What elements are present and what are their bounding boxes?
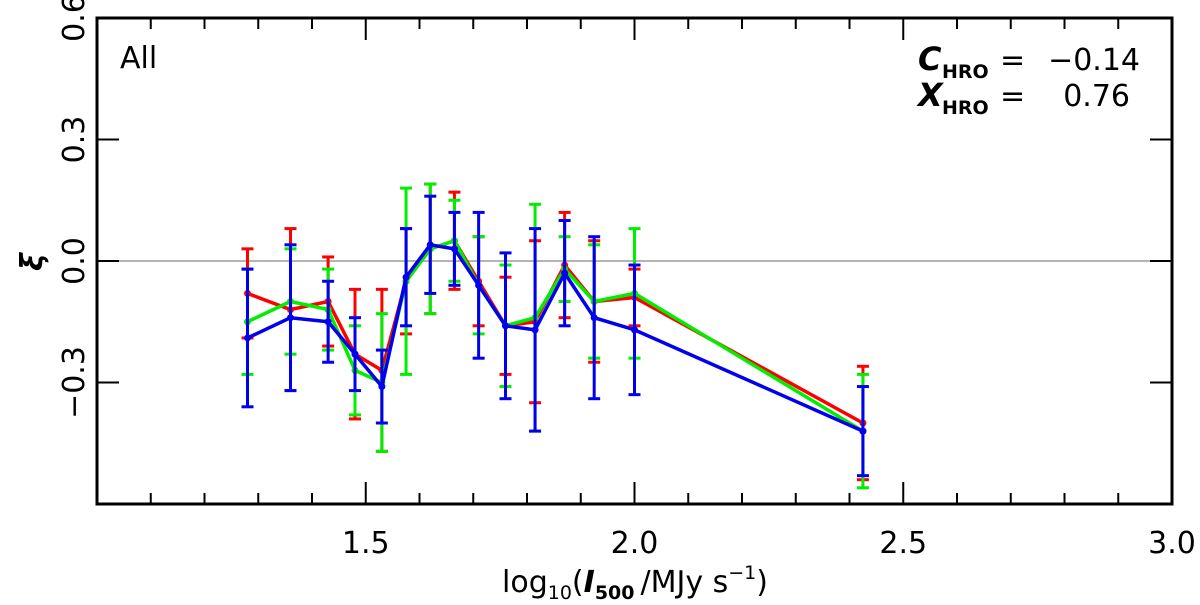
annotation-c-eq: = (1000, 43, 1025, 78)
annotation-x-sub: HRO (942, 97, 989, 119)
data-point (859, 427, 867, 435)
tick-labels: 1.5 2.0 2.5 3.0 0.6 0.3 0.0 −0.3 (57, 0, 1196, 561)
annotation-c-value: −0.14 (1048, 43, 1140, 78)
data-point (378, 383, 386, 391)
data-point (426, 241, 434, 249)
x-tick-label: 2.5 (879, 526, 927, 561)
y-tick-label: 0.3 (57, 116, 92, 164)
data-point (402, 273, 410, 281)
x-tick-label: 3.0 (1148, 526, 1196, 561)
annotation-x-symbol: X (916, 76, 944, 114)
plot-frame (95, 16, 1174, 506)
x-tick-label: 1.5 (342, 526, 390, 561)
y-tick-label: 0.6 (57, 0, 92, 42)
annotation-c-symbol: C (918, 40, 942, 78)
annotation-x-hro: X HRO = 0.76 (916, 76, 1130, 119)
data-point (561, 269, 569, 277)
series-layer (241, 182, 869, 490)
data-point (502, 322, 509, 330)
x-axis-title: log10(I500/MJy s−1) (502, 562, 768, 604)
data-point (590, 314, 598, 322)
annotation-x-eq: = (1000, 79, 1025, 114)
annotation-c-hro: C HRO = −0.14 (918, 40, 1140, 83)
data-point (324, 318, 332, 326)
y-tick-label: −0.3 (57, 346, 92, 419)
series-green (241, 182, 869, 490)
axis-ticks (97, 17, 1173, 504)
data-point (631, 326, 638, 334)
panel-label: All (120, 41, 157, 76)
data-point (287, 314, 294, 322)
y-tick-label: 0.0 (57, 237, 92, 285)
y-axis-title: ξ (15, 252, 50, 271)
series-line (246, 243, 864, 433)
data-point (475, 281, 483, 289)
data-point (244, 334, 251, 342)
x-tick-label: 2.0 (611, 526, 659, 561)
annotation-c-sub: HRO (942, 61, 989, 83)
series-blue (241, 194, 869, 478)
data-point (450, 245, 458, 253)
data-point (351, 350, 359, 358)
annotation-x-value: 0.76 (1063, 79, 1130, 114)
data-point (531, 326, 539, 334)
